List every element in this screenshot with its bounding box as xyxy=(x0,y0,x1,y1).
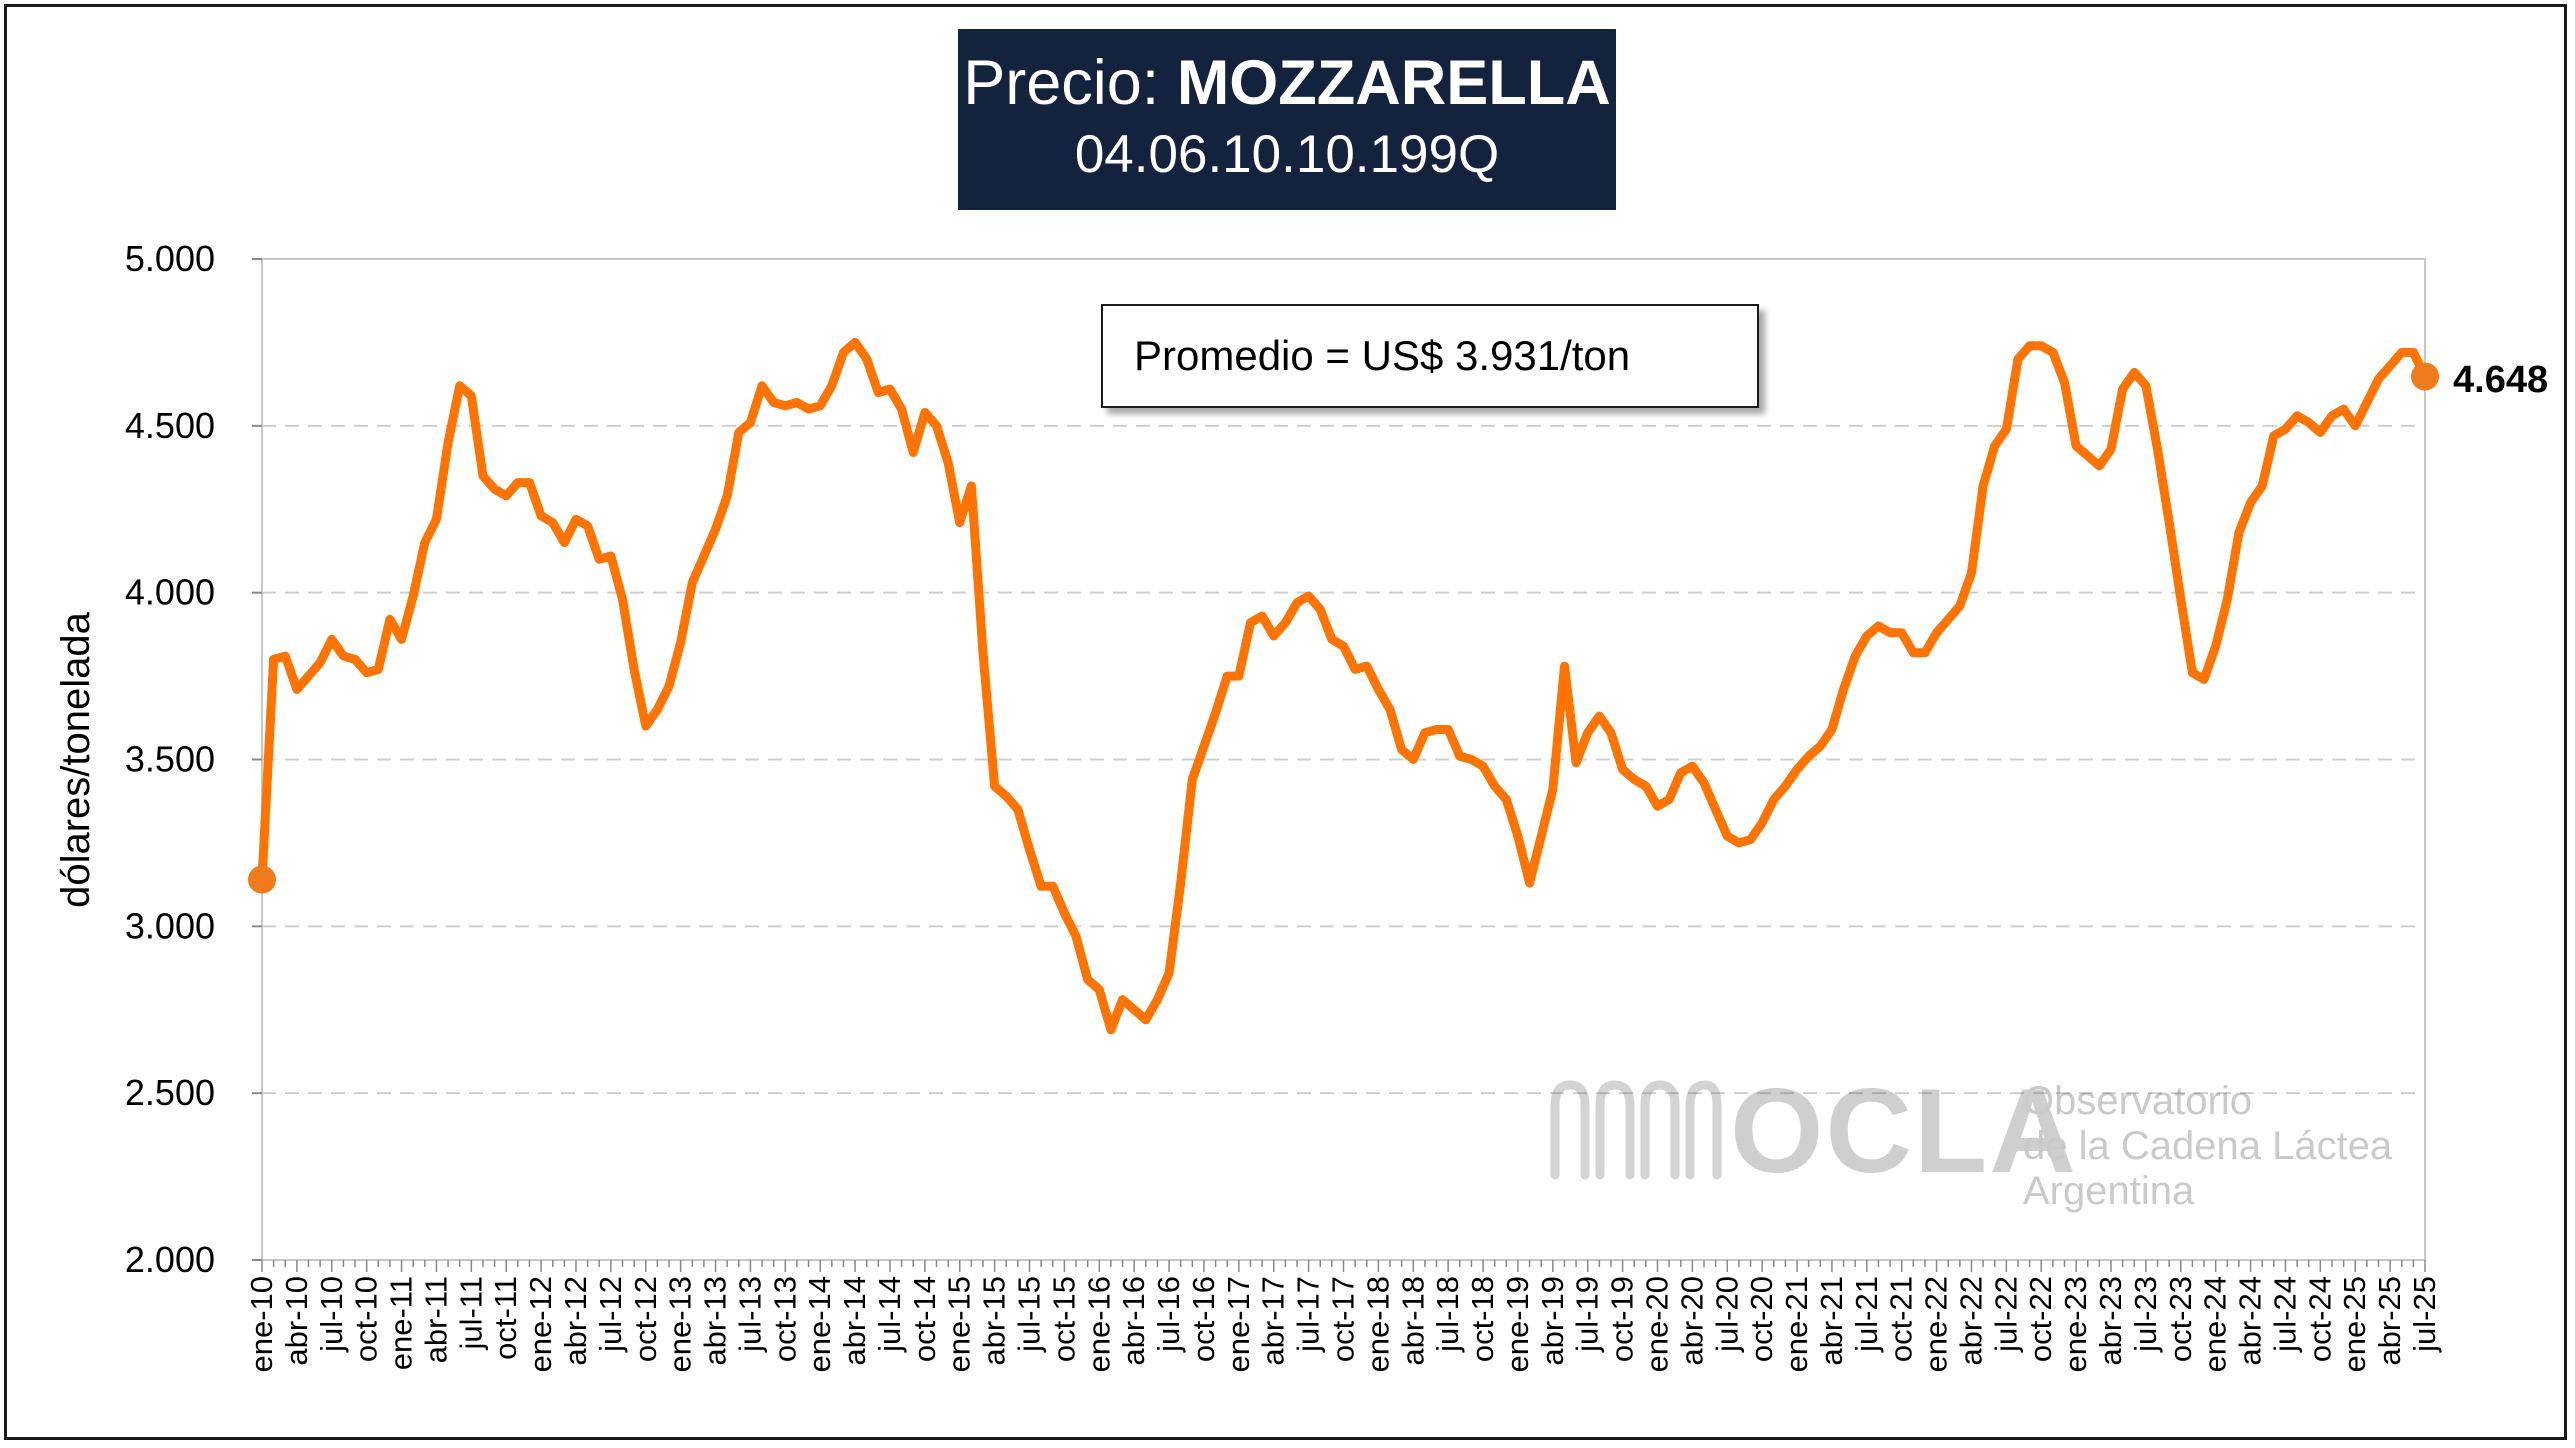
x-tick-label: oct-19 xyxy=(1605,1276,1640,1362)
x-tick-label: abr-14 xyxy=(837,1276,872,1366)
x-tick-label: ene-12 xyxy=(523,1276,558,1373)
y-tick-label: 2.000 xyxy=(125,1239,215,1280)
x-tick-label: jul-17 xyxy=(1291,1276,1326,1353)
last-value-label: 4.648 xyxy=(2453,359,2548,401)
x-tick-label: abr-17 xyxy=(1256,1276,1291,1366)
x-tick-label: oct-18 xyxy=(1465,1276,1500,1362)
x-tick-label: abr-25 xyxy=(2372,1276,2407,1366)
x-tick-label: ene-24 xyxy=(2198,1276,2233,1373)
y-tick-label: 3.500 xyxy=(125,739,215,780)
chart-title: Precio: MOZZARELLA xyxy=(958,43,1616,123)
x-tick-label: jul-20 xyxy=(1709,1276,1744,1353)
x-tick-label: oct-11 xyxy=(488,1276,523,1360)
ocla-name-line2: de la Cadena Láctea xyxy=(2023,1124,2393,1168)
marker-layer xyxy=(248,362,2439,894)
x-tick-label: ene-23 xyxy=(2058,1276,2093,1373)
x-tick-label: jul-18 xyxy=(1430,1276,1465,1353)
ocla-logo-icon xyxy=(1550,1080,1722,1180)
x-tick-label: abr-24 xyxy=(2233,1276,2268,1366)
x-tick-label: jul-23 xyxy=(2128,1276,2163,1353)
x-tick-label: ene-22 xyxy=(1919,1276,1954,1373)
gridlines xyxy=(262,424,2425,1095)
x-tick-label: jul-11 xyxy=(453,1276,488,1351)
y-axis-label: dólares/tonelada xyxy=(54,611,98,908)
x-tick-label: ene-16 xyxy=(1081,1276,1116,1373)
x-tick-label: oct-14 xyxy=(907,1276,942,1362)
x-tick-label: ene-13 xyxy=(663,1276,698,1373)
x-tick-label: ene-14 xyxy=(802,1276,837,1373)
series-line-mozzarella xyxy=(257,337,2430,1035)
x-tick-label: oct-12 xyxy=(628,1276,663,1362)
x-tick-label: abr-19 xyxy=(1535,1276,1570,1366)
x-tick-label: jul-24 xyxy=(2267,1276,2302,1353)
y-tick-label: 3.000 xyxy=(125,905,215,946)
x-tick-label: ene-11 xyxy=(384,1276,419,1370)
x-tick-label: abr-15 xyxy=(977,1276,1012,1366)
x-tick-label: ene-25 xyxy=(2337,1276,2372,1373)
x-tick-label: abr-11 xyxy=(418,1276,453,1363)
chart-title-box: Precio: MOZZARELLA 04.06.10.10.199Q xyxy=(958,29,1616,210)
ocla-watermark: OCLA Observatorio de la Cadena Láctea Ar… xyxy=(1545,1071,2425,1213)
y-tick-label: 4.500 xyxy=(125,405,215,446)
series-layer xyxy=(257,337,2430,1035)
x-tick-label: abr-10 xyxy=(279,1276,314,1366)
x-tick-label: oct-10 xyxy=(349,1276,384,1362)
x-tick-label: oct-20 xyxy=(1744,1276,1779,1362)
x-tick-label: oct-24 xyxy=(2302,1276,2337,1362)
title-product: MOZZARELLA xyxy=(1176,48,1611,118)
x-tick-label: abr-12 xyxy=(558,1276,593,1366)
y-tick-label: 5.000 xyxy=(125,238,215,279)
x-tick-label: abr-23 xyxy=(2093,1276,2128,1366)
ocla-name-line1: Observatorio xyxy=(2023,1079,2252,1123)
x-tick-label: abr-18 xyxy=(1395,1276,1430,1366)
chart-subtitle: 04.06.10.10.199Q xyxy=(1074,125,1500,184)
x-tick-label: oct-15 xyxy=(1046,1276,1081,1362)
x-tick-label: abr-16 xyxy=(1116,1276,1151,1366)
y-tick-label: 4.000 xyxy=(125,572,215,613)
x-tick-label: oct-13 xyxy=(767,1276,802,1362)
x-tick-label: abr-13 xyxy=(698,1276,733,1366)
x-tick-label: abr-20 xyxy=(1674,1276,1709,1366)
x-tick-label: ene-18 xyxy=(1360,1276,1395,1373)
average-annotation: Promedio = US$ 3.931/ton xyxy=(1101,304,1759,408)
x-tick-label: oct-16 xyxy=(1186,1276,1221,1362)
x-tick-label: ene-17 xyxy=(1221,1276,1256,1373)
x-tick-label: ene-10 xyxy=(244,1276,279,1373)
ocla-name: Observatorio de la Cadena Láctea Argenti… xyxy=(2023,1079,2392,1214)
x-tick-label: ene-21 xyxy=(1779,1276,1814,1373)
x-tick-label: jul-14 xyxy=(872,1276,907,1353)
x-tick-label: jul-15 xyxy=(1012,1276,1047,1353)
x-tick-label: jul-10 xyxy=(314,1276,349,1353)
first-point-marker xyxy=(248,865,276,894)
y-axis-ticks: 2.000 2.500 3.000 3.500 4.000 4.500 5.000 xyxy=(125,238,262,1280)
x-tick-label: jul-25 xyxy=(2407,1276,2442,1353)
x-tick-label: oct-17 xyxy=(1326,1276,1361,1362)
y-tick-label: 2.500 xyxy=(125,1072,215,1113)
x-tick-label: oct-21 xyxy=(1884,1276,1919,1362)
x-tick-label: ene-15 xyxy=(942,1276,977,1373)
ocla-name-line3: Argentina xyxy=(2023,1169,2195,1213)
x-tick-label: ene-20 xyxy=(1639,1276,1674,1373)
ocla-acronym: OCLA xyxy=(1730,1064,2078,1198)
x-tick-label: ene-19 xyxy=(1500,1276,1535,1373)
title-prefix: Precio: xyxy=(963,48,1160,118)
x-tick-label: jul-21 xyxy=(1849,1276,1884,1353)
x-tick-label: jul-12 xyxy=(593,1276,628,1353)
chart-frame xyxy=(4,4,2567,1440)
x-tick-label: oct-22 xyxy=(2023,1276,2058,1362)
x-tick-label: jul-16 xyxy=(1151,1276,1186,1353)
x-axis-ticks: ene-10 abr-10 jul-10 oct-10 ene-11 abr-11 jul-… xyxy=(244,1260,2442,1373)
x-tick-label: abr-22 xyxy=(1953,1276,1988,1366)
x-tick-label: jul-13 xyxy=(732,1276,767,1353)
x-tick-label: jul-19 xyxy=(1570,1276,1605,1353)
last-point-marker xyxy=(2411,362,2439,391)
x-tick-label: oct-23 xyxy=(2163,1276,2198,1362)
x-tick-label: abr-21 xyxy=(1814,1276,1849,1366)
x-tick-label: jul-22 xyxy=(1988,1276,2023,1353)
